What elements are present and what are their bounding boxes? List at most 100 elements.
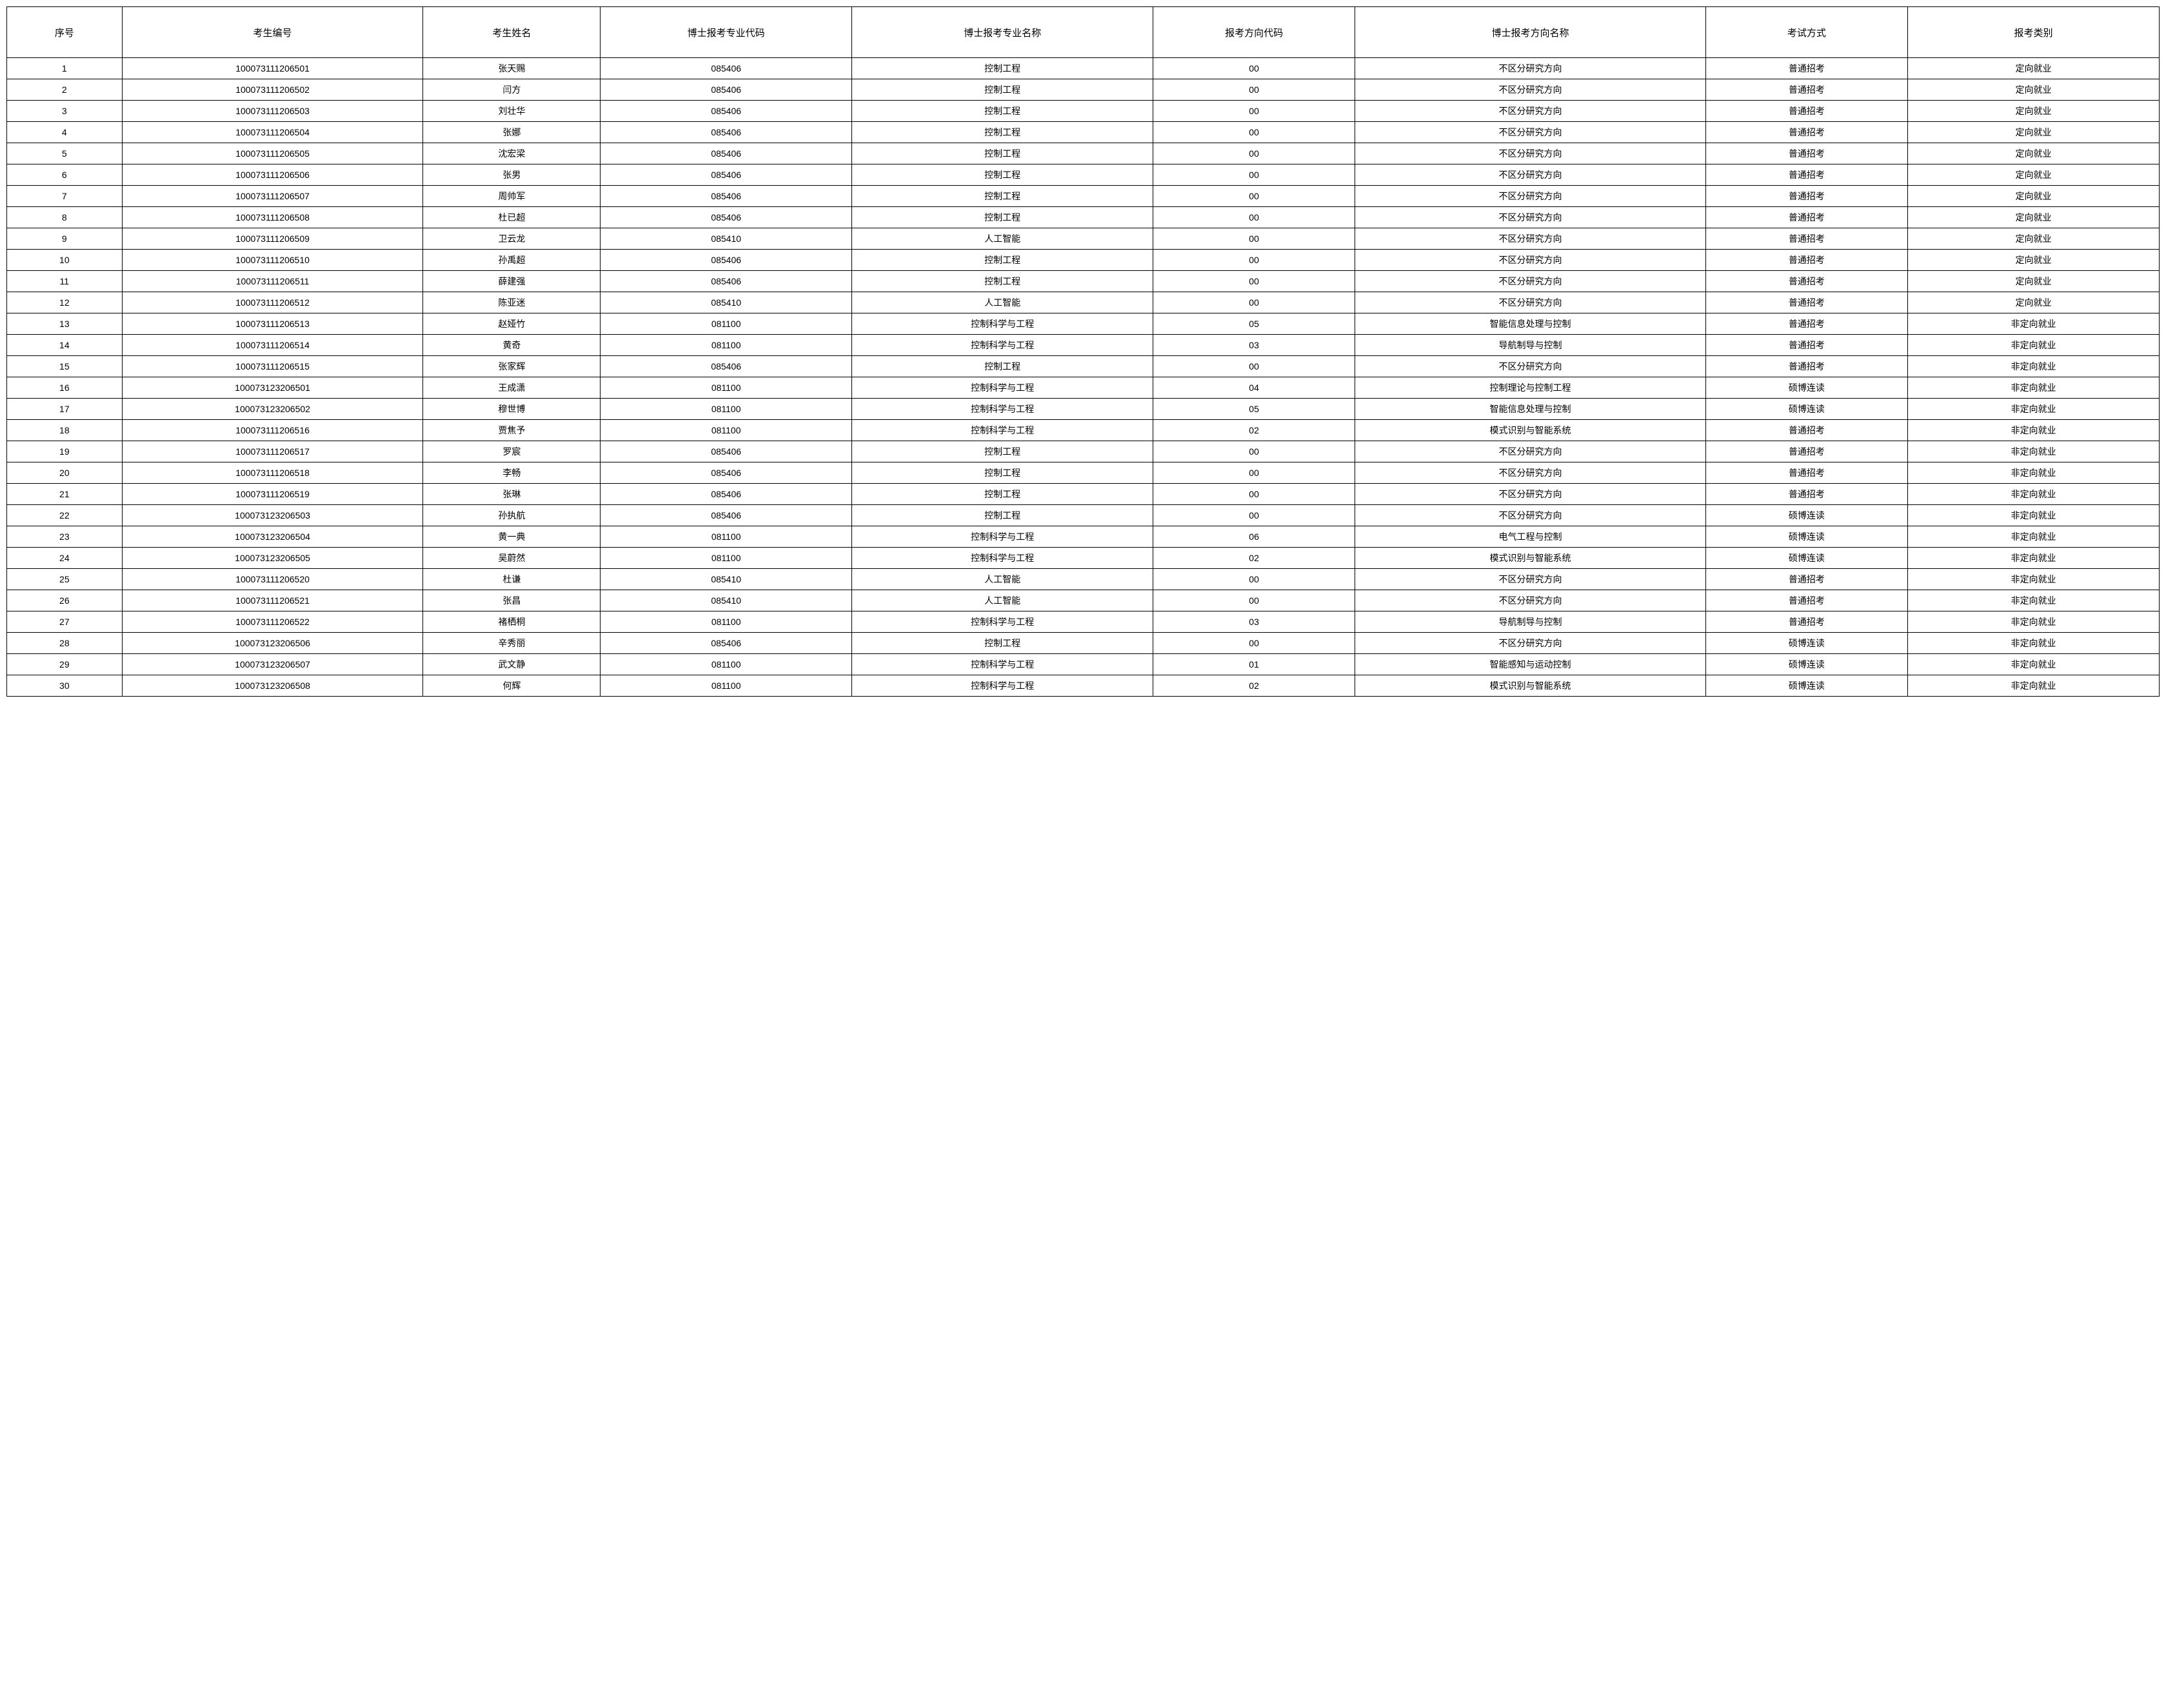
cell-dir_name: 不区分研究方向 <box>1355 58 1706 79</box>
cell-name: 孙执航 <box>423 505 601 526</box>
cell-major_name: 控制科学与工程 <box>852 654 1153 675</box>
cell-seq: 10 <box>7 250 123 271</box>
cell-dir_name: 导航制导与控制 <box>1355 611 1706 633</box>
cell-exam: 普通招考 <box>1705 441 1907 462</box>
cell-major_code: 085406 <box>601 505 852 526</box>
cell-name: 穆世博 <box>423 399 601 420</box>
cell-seq: 1 <box>7 58 123 79</box>
cell-name: 杜已超 <box>423 207 601 228</box>
cell-name: 褚栖桐 <box>423 611 601 633</box>
cell-dir_code: 03 <box>1153 611 1355 633</box>
cell-dir_name: 不区分研究方向 <box>1355 207 1706 228</box>
cell-cat: 定向就业 <box>1907 143 2159 164</box>
col-header-major_name: 博士报考专业名称 <box>852 7 1153 58</box>
table-row: 6100073111206506张男085406控制工程00不区分研究方向普通招… <box>7 164 2160 186</box>
cell-major_code: 085406 <box>601 143 852 164</box>
cell-name: 张琳 <box>423 484 601 505</box>
cell-name: 何辉 <box>423 675 601 697</box>
cell-exam: 普通招考 <box>1705 250 1907 271</box>
cell-cat: 非定向就业 <box>1907 590 2159 611</box>
cell-id: 100073111206518 <box>122 462 423 484</box>
cell-major_name: 控制工程 <box>852 101 1153 122</box>
cell-name: 闫方 <box>423 79 601 101</box>
cell-seq: 7 <box>7 186 123 207</box>
cell-dir_name: 不区分研究方向 <box>1355 271 1706 292</box>
cell-major_code: 081100 <box>601 611 852 633</box>
cell-dir_name: 不区分研究方向 <box>1355 79 1706 101</box>
cell-id: 100073111206520 <box>122 569 423 590</box>
cell-major_code: 085406 <box>601 484 852 505</box>
table-body: 1100073111206501张天赐085406控制工程00不区分研究方向普通… <box>7 58 2160 697</box>
table-row: 20100073111206518李畅085406控制工程00不区分研究方向普通… <box>7 462 2160 484</box>
col-header-dir_name: 博士报考方向名称 <box>1355 7 1706 58</box>
col-header-name: 考生姓名 <box>423 7 601 58</box>
cell-id: 100073111206502 <box>122 79 423 101</box>
cell-major_code: 085410 <box>601 292 852 313</box>
cell-id: 100073111206517 <box>122 441 423 462</box>
cell-cat: 定向就业 <box>1907 271 2159 292</box>
cell-major_name: 控制科学与工程 <box>852 548 1153 569</box>
cell-dir_name: 不区分研究方向 <box>1355 101 1706 122</box>
cell-cat: 非定向就业 <box>1907 335 2159 356</box>
cell-dir_code: 00 <box>1153 228 1355 250</box>
cell-major_name: 人工智能 <box>852 228 1153 250</box>
cell-name: 张天赐 <box>423 58 601 79</box>
cell-dir_code: 00 <box>1153 569 1355 590</box>
table-row: 11100073111206511薛建强085406控制工程00不区分研究方向普… <box>7 271 2160 292</box>
cell-major_name: 控制工程 <box>852 271 1153 292</box>
cell-id: 100073111206522 <box>122 611 423 633</box>
cell-major_name: 控制工程 <box>852 250 1153 271</box>
cell-major_name: 控制工程 <box>852 122 1153 143</box>
cell-name: 沈宏梁 <box>423 143 601 164</box>
cell-name: 贾焦予 <box>423 420 601 441</box>
cell-exam: 普通招考 <box>1705 611 1907 633</box>
cell-id: 100073111206513 <box>122 313 423 335</box>
cell-exam: 硕博连读 <box>1705 526 1907 548</box>
cell-major_name: 控制科学与工程 <box>852 675 1153 697</box>
cell-major_code: 081100 <box>601 675 852 697</box>
col-header-dir_code: 报考方向代码 <box>1153 7 1355 58</box>
cell-major_name: 控制工程 <box>852 207 1153 228</box>
cell-major_name: 控制工程 <box>852 356 1153 377</box>
cell-cat: 非定向就业 <box>1907 462 2159 484</box>
cell-dir_code: 01 <box>1153 654 1355 675</box>
cell-exam: 普通招考 <box>1705 101 1907 122</box>
cell-name: 李畅 <box>423 462 601 484</box>
cell-seq: 5 <box>7 143 123 164</box>
cell-exam: 普通招考 <box>1705 590 1907 611</box>
cell-dir_code: 03 <box>1153 335 1355 356</box>
cell-major_code: 085406 <box>601 633 852 654</box>
cell-major_name: 控制工程 <box>852 186 1153 207</box>
cell-dir_name: 智能感知与运动控制 <box>1355 654 1706 675</box>
table-row: 22100073123206503孙执航085406控制工程00不区分研究方向硕… <box>7 505 2160 526</box>
cell-exam: 普通招考 <box>1705 58 1907 79</box>
cell-name: 吴蔚然 <box>423 548 601 569</box>
cell-dir_code: 00 <box>1153 292 1355 313</box>
table-row: 24100073123206505吴蔚然081100控制科学与工程02模式识别与… <box>7 548 2160 569</box>
cell-cat: 非定向就业 <box>1907 313 2159 335</box>
cell-dir_name: 不区分研究方向 <box>1355 441 1706 462</box>
cell-cat: 非定向就业 <box>1907 377 2159 399</box>
cell-id: 100073111206509 <box>122 228 423 250</box>
cell-major_name: 控制科学与工程 <box>852 335 1153 356</box>
cell-id: 100073111206510 <box>122 250 423 271</box>
cell-seq: 25 <box>7 569 123 590</box>
cell-seq: 18 <box>7 420 123 441</box>
candidate-table: 序号考生编号考生姓名博士报考专业代码博士报考专业名称报考方向代码博士报考方向名称… <box>6 6 2160 697</box>
cell-major_code: 085406 <box>601 101 852 122</box>
cell-dir_name: 不区分研究方向 <box>1355 484 1706 505</box>
cell-cat: 非定向就业 <box>1907 548 2159 569</box>
cell-major_name: 控制科学与工程 <box>852 377 1153 399</box>
table-row: 26100073111206521张昌085410人工智能00不区分研究方向普通… <box>7 590 2160 611</box>
cell-major_name: 人工智能 <box>852 569 1153 590</box>
cell-cat: 非定向就业 <box>1907 654 2159 675</box>
cell-id: 100073123206508 <box>122 675 423 697</box>
cell-dir_code: 00 <box>1153 633 1355 654</box>
cell-major_code: 085406 <box>601 207 852 228</box>
cell-major_code: 085410 <box>601 569 852 590</box>
cell-cat: 定向就业 <box>1907 101 2159 122</box>
cell-name: 薛建强 <box>423 271 601 292</box>
cell-exam: 硕博连读 <box>1705 399 1907 420</box>
cell-dir_code: 00 <box>1153 143 1355 164</box>
cell-major_code: 081100 <box>601 420 852 441</box>
